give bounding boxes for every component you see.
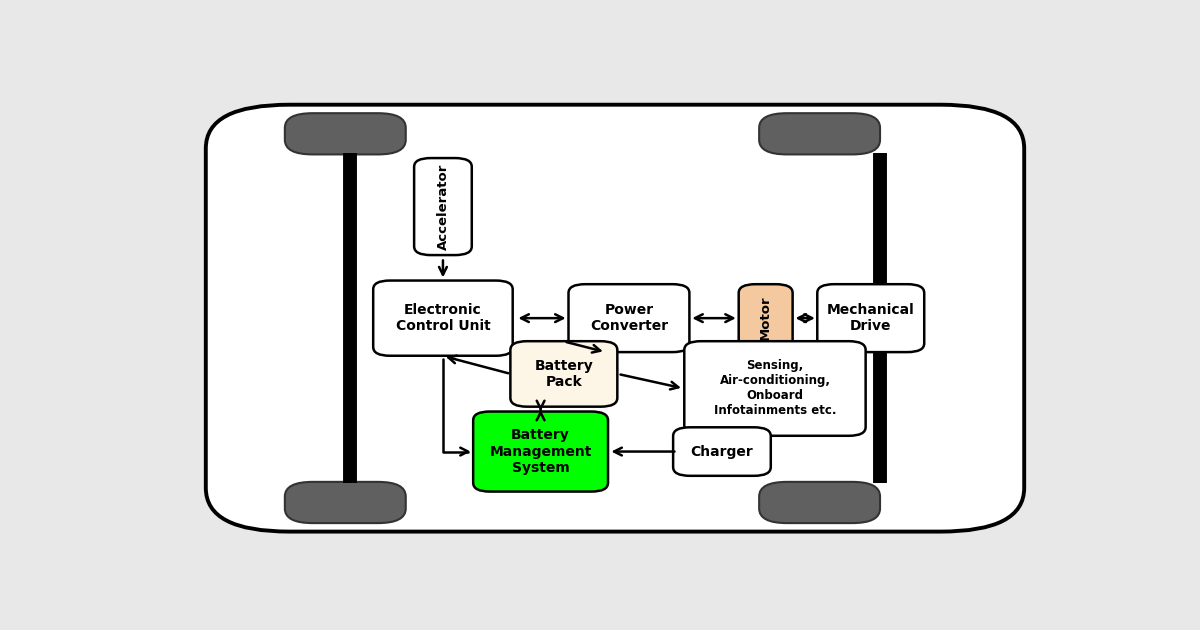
FancyBboxPatch shape (206, 105, 1024, 532)
Text: Motor: Motor (760, 296, 772, 340)
FancyBboxPatch shape (284, 113, 406, 154)
FancyBboxPatch shape (414, 158, 472, 255)
FancyBboxPatch shape (510, 341, 617, 407)
FancyBboxPatch shape (373, 280, 512, 356)
Text: Mechanical
Drive: Mechanical Drive (827, 303, 914, 333)
FancyBboxPatch shape (473, 411, 608, 491)
FancyBboxPatch shape (817, 284, 924, 352)
FancyBboxPatch shape (760, 113, 880, 154)
Text: Accelerator: Accelerator (437, 163, 450, 249)
FancyBboxPatch shape (284, 482, 406, 523)
Text: Battery
Pack: Battery Pack (534, 359, 593, 389)
Text: Sensing,
Air-conditioning,
Onboard
Infotainments etc.: Sensing, Air-conditioning, Onboard Infot… (714, 360, 836, 418)
Text: Charger: Charger (690, 445, 754, 459)
Text: Power
Converter: Power Converter (590, 303, 668, 333)
FancyBboxPatch shape (684, 341, 865, 436)
FancyBboxPatch shape (760, 482, 880, 523)
Text: Electronic
Control Unit: Electronic Control Unit (396, 303, 491, 333)
FancyBboxPatch shape (739, 284, 793, 352)
FancyBboxPatch shape (569, 284, 690, 352)
Text: Battery
Management
System: Battery Management System (490, 428, 592, 475)
FancyBboxPatch shape (673, 427, 770, 476)
